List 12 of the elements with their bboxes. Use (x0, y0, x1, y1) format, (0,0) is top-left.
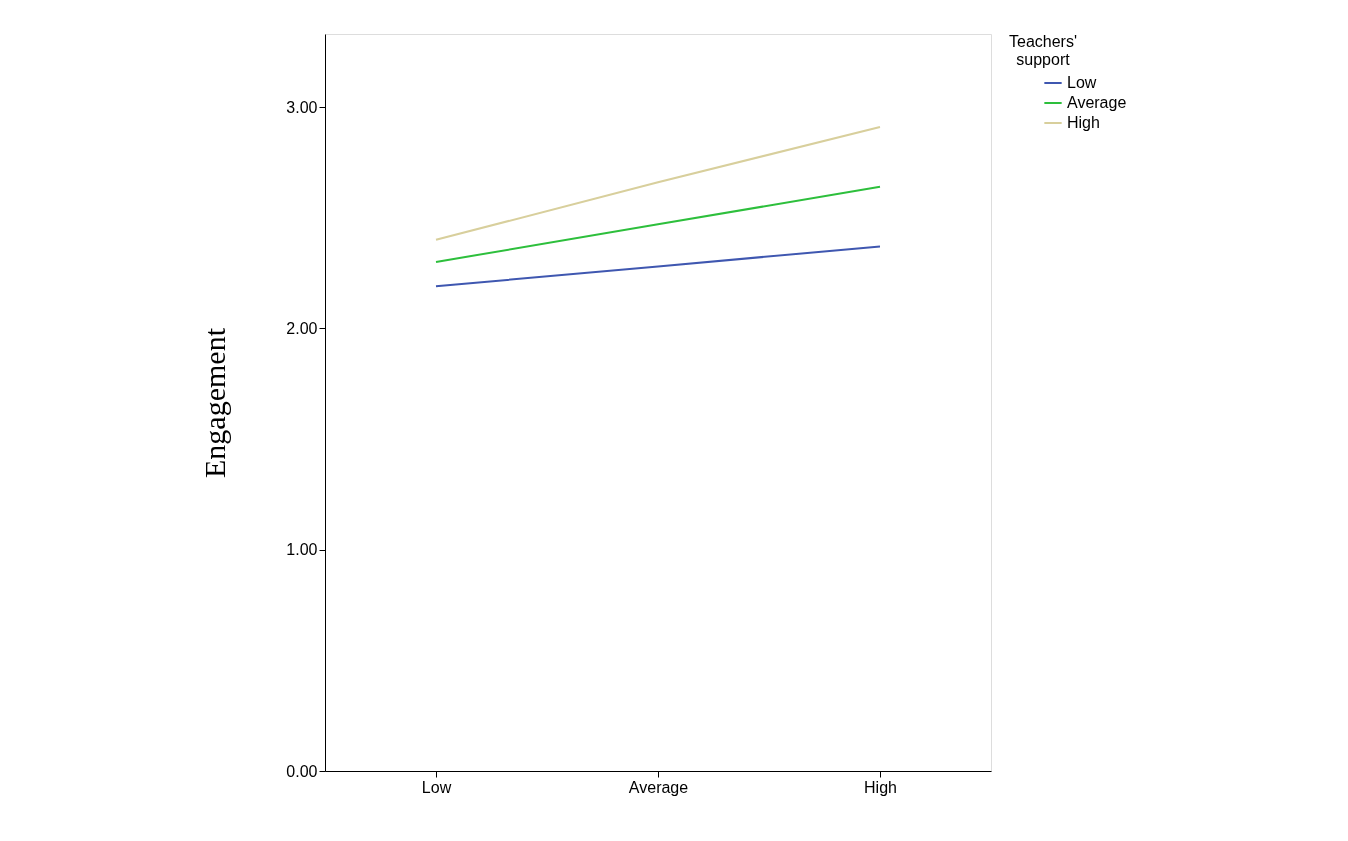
y-tick-label: 0.00 (286, 762, 318, 780)
legend-label: Average (1067, 94, 1127, 111)
legend-label: Low (1067, 74, 1097, 91)
y-tick-label: 3.00 (286, 98, 318, 116)
x-tick-label: Low (421, 778, 452, 796)
x-tick-label: High (864, 778, 897, 796)
y-tick-label: 2.00 (286, 319, 318, 337)
y-axis-title: Engagement (198, 327, 232, 478)
y-tick-label: 1.00 (286, 541, 318, 559)
x-tick-label: Average (628, 778, 689, 796)
legend-label: High (1067, 114, 1100, 131)
legend-title: Teachers' support (1009, 33, 1077, 68)
